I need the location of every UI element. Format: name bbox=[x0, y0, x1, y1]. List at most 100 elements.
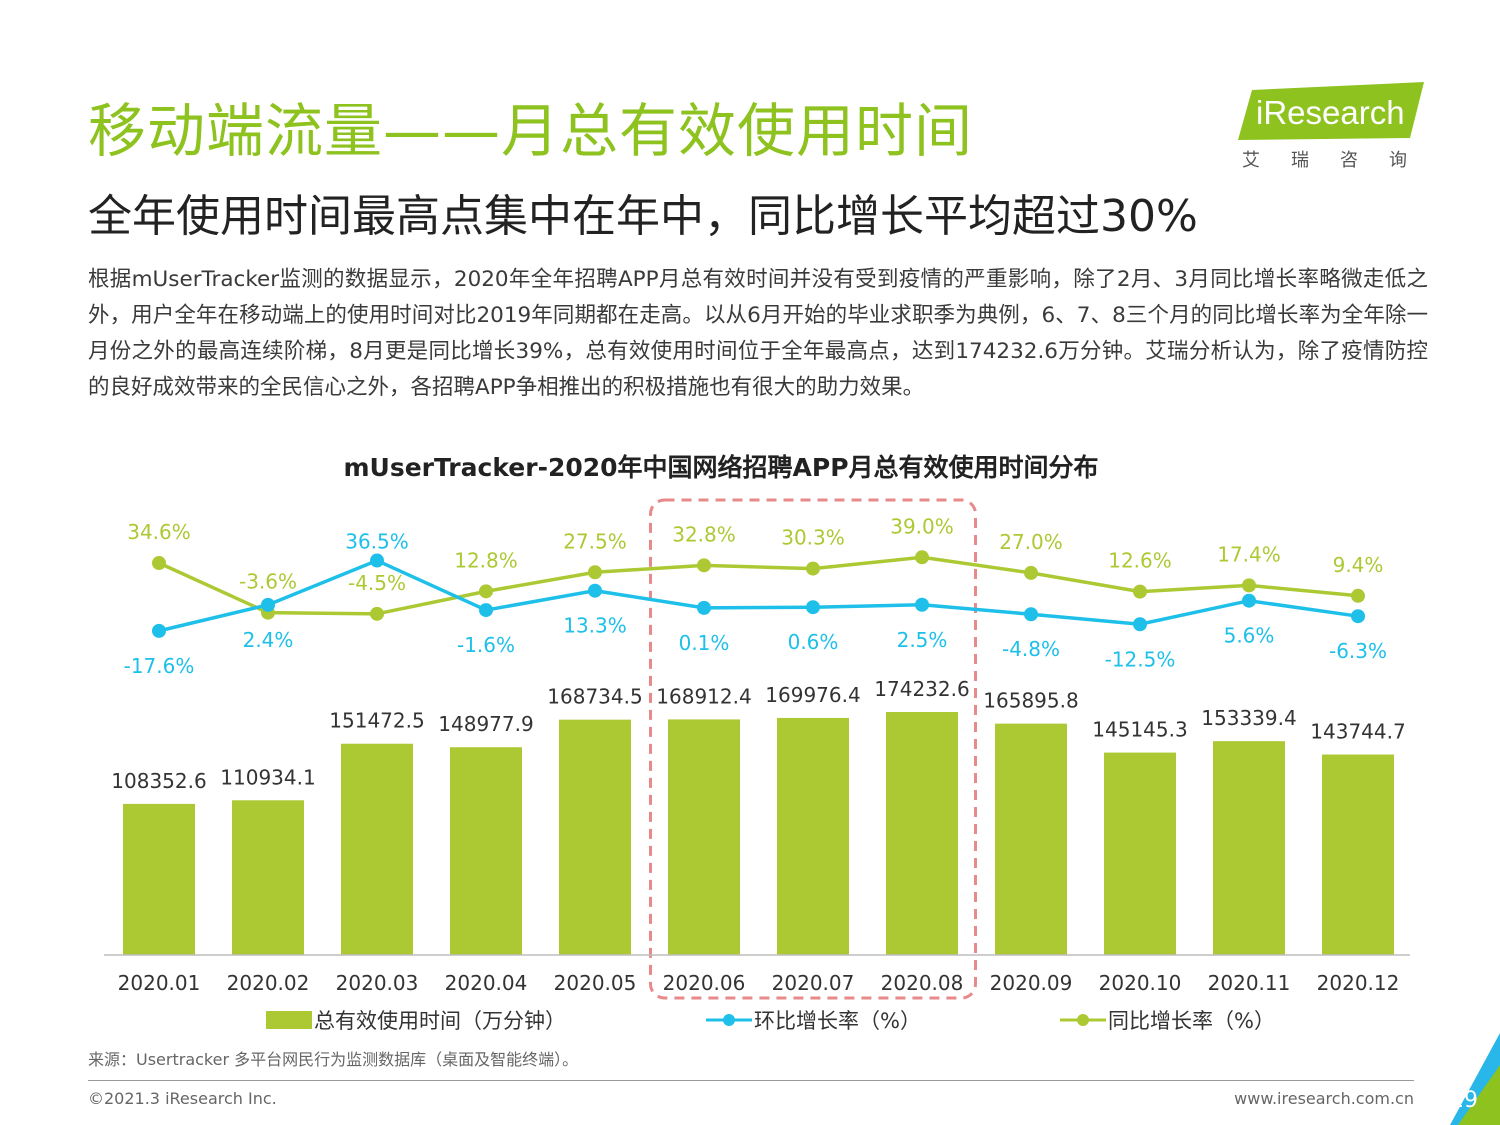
mom-point bbox=[261, 597, 275, 612]
legend-yoy-swatch bbox=[1060, 1014, 1106, 1026]
yoy-point bbox=[588, 565, 602, 580]
x-tick-label: 2020.03 bbox=[336, 971, 419, 995]
mom-data-label: -6.3% bbox=[1329, 639, 1387, 663]
bar bbox=[450, 747, 522, 955]
x-tick-label: 2020.08 bbox=[881, 971, 964, 995]
yoy-data-label: 17.4% bbox=[1217, 542, 1281, 566]
yoy-data-label: 34.6% bbox=[127, 520, 191, 544]
yoy-point bbox=[1024, 565, 1038, 580]
mom-point bbox=[1242, 593, 1256, 608]
yoy-point bbox=[1242, 578, 1256, 593]
x-tick-label: 2020.01 bbox=[118, 971, 201, 995]
legend-label-yoy: 同比增长率（%） bbox=[1108, 1009, 1275, 1033]
chart-title: mUserTracker-2020年中国网络招聘APP月总有效使用时间分布 bbox=[343, 453, 1099, 482]
source-note: 来源：Usertracker 多平台网民行为监测数据库（桌面及智能终端）。 bbox=[88, 1050, 579, 1069]
yoy-point bbox=[806, 561, 820, 576]
yoy-data-label: 9.4% bbox=[1333, 553, 1384, 577]
bar bbox=[1322, 754, 1394, 955]
yoy-data-label: 27.0% bbox=[999, 530, 1063, 554]
bar bbox=[995, 723, 1067, 955]
mom-data-label: 0.6% bbox=[788, 630, 839, 654]
legend-label-mom: 环比增长率（%） bbox=[754, 1009, 921, 1033]
legend-label-bar: 总有效使用时间（万分钟） bbox=[314, 1009, 566, 1033]
yoy-line bbox=[158, 555, 1359, 616]
mom-data-label: 36.5% bbox=[345, 530, 409, 554]
bar bbox=[1104, 752, 1176, 955]
x-tick-label: 2020.09 bbox=[990, 971, 1073, 995]
x-tick-label: 2020.11 bbox=[1208, 971, 1291, 995]
logo-subtitle: 艾瑞咨询 bbox=[1242, 150, 1438, 171]
mom-data-label: 13.3% bbox=[563, 614, 627, 638]
bar bbox=[123, 803, 195, 955]
legend-item-mom: 环比增长率（%） bbox=[706, 1006, 921, 1034]
bar-value-label: 165895.8 bbox=[983, 689, 1078, 713]
mom-point bbox=[479, 603, 493, 618]
bar-value-label: 168734.5 bbox=[547, 685, 642, 709]
yoy-data-label: 12.8% bbox=[454, 548, 518, 572]
bar-value-label: 153339.4 bbox=[1201, 706, 1296, 730]
bar-value-label: 169976.4 bbox=[765, 683, 860, 707]
copyright: ©2021.3 iResearch Inc. bbox=[88, 1089, 277, 1108]
x-tick-label: 2020.02 bbox=[227, 971, 310, 995]
logo-text: iResearch bbox=[1256, 94, 1405, 131]
mom-point bbox=[915, 597, 929, 612]
mom-data-label: 2.5% bbox=[897, 628, 948, 652]
mom-data-label: 2.4% bbox=[243, 628, 294, 652]
bar bbox=[777, 717, 849, 955]
x-tick-label: 2020.12 bbox=[1317, 971, 1400, 995]
body-paragraph: 根据mUserTracker监测的数据显示，2020年全年招聘APP月总有效时间… bbox=[88, 267, 1428, 400]
bar-value-label: 108352.6 bbox=[111, 769, 206, 793]
bar-value-label: 168912.4 bbox=[656, 684, 751, 708]
yoy-data-label: 30.3% bbox=[781, 526, 845, 550]
bar bbox=[886, 712, 958, 955]
bar-value-label: 151472.5 bbox=[329, 709, 424, 733]
mom-point bbox=[152, 623, 166, 638]
yoy-point bbox=[152, 556, 166, 571]
yoy-data-label: -3.6% bbox=[239, 570, 297, 594]
mom-point bbox=[806, 600, 820, 615]
yoy-data-label: 12.6% bbox=[1108, 549, 1172, 573]
bar-value-label: 143744.7 bbox=[1310, 720, 1405, 744]
mom-data-label: -12.5% bbox=[1105, 647, 1176, 671]
x-tick-label: 2020.05 bbox=[554, 971, 637, 995]
bar bbox=[559, 719, 631, 955]
yoy-data-label: 32.8% bbox=[672, 522, 736, 546]
mom-point bbox=[1351, 609, 1365, 624]
highlight-box bbox=[649, 498, 977, 1000]
mom-point bbox=[697, 600, 711, 615]
mom-data-label: -4.8% bbox=[1002, 637, 1060, 661]
mom-data-label: -17.6% bbox=[124, 654, 195, 678]
x-tick-label: 2020.07 bbox=[772, 971, 855, 995]
yoy-point bbox=[915, 550, 929, 565]
bar bbox=[1213, 741, 1285, 955]
mom-line bbox=[158, 558, 1359, 633]
mom-point bbox=[588, 583, 602, 598]
page-subtitle: 全年使用时间最高点集中在年中，同比增长平均超过30% bbox=[88, 191, 1198, 242]
mom-data-label: 5.6% bbox=[1224, 624, 1275, 648]
legend-bar-swatch bbox=[266, 1011, 312, 1029]
yoy-data-label: -4.5% bbox=[348, 571, 406, 595]
bar-value-label: 148977.9 bbox=[438, 712, 533, 736]
mom-data-label: -1.6% bbox=[457, 633, 515, 657]
yoy-point bbox=[697, 558, 711, 573]
mom-data-label: 0.1% bbox=[679, 631, 730, 655]
yoy-point bbox=[479, 584, 493, 599]
bar-value-label: 110934.1 bbox=[220, 765, 315, 789]
page-title: 移动端流量——月总有效使用时间 bbox=[88, 97, 974, 165]
page-number: 19 bbox=[1450, 1088, 1478, 1113]
x-tick-label: 2020.10 bbox=[1099, 971, 1182, 995]
bar-value-label: 145145.3 bbox=[1092, 718, 1187, 742]
bar bbox=[232, 800, 304, 955]
mom-point bbox=[370, 553, 384, 568]
legend-mom-swatch bbox=[706, 1014, 752, 1026]
bar bbox=[668, 719, 740, 955]
footer-divider bbox=[88, 1080, 1414, 1081]
mom-point bbox=[1133, 617, 1147, 632]
corner-decoration bbox=[1450, 1033, 1500, 1125]
x-tick-label: 2020.04 bbox=[445, 971, 528, 995]
bar bbox=[341, 743, 413, 955]
mom-point bbox=[1024, 607, 1038, 622]
yoy-data-label: 39.0% bbox=[890, 514, 954, 538]
iresearch-logo: iResearch bbox=[1238, 82, 1424, 140]
